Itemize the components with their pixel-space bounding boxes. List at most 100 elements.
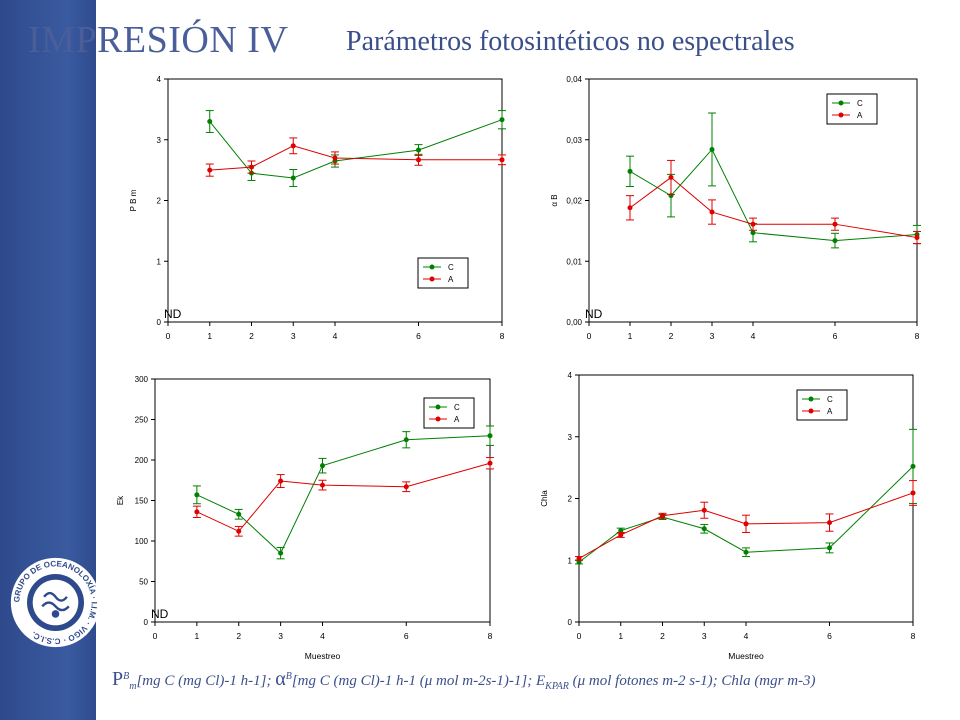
nd-annotation: ND [585, 307, 603, 321]
x-axis-label: Muestreo [728, 651, 764, 661]
data-point-C [487, 433, 493, 439]
data-point-C [910, 463, 916, 469]
legend-label: C [448, 263, 454, 272]
y-tick-label: 1 [157, 257, 162, 266]
x-tick-label: 8 [488, 631, 493, 641]
x-tick-label: 6 [416, 331, 421, 341]
data-point-A [236, 528, 242, 534]
legend-marker [808, 396, 814, 402]
y-tick-label: 4 [157, 75, 162, 84]
legend-label: A [454, 415, 460, 424]
data-point-A [290, 143, 296, 149]
x-tick-label: 8 [911, 631, 916, 641]
legend-marker [429, 276, 435, 282]
data-point-A [618, 532, 624, 538]
y-tick-label: 1 [568, 556, 573, 565]
data-point-C [750, 230, 756, 236]
y-tick-label: 4 [568, 371, 573, 380]
caption-chla: Chla (mgr m-3) [721, 673, 816, 689]
page-subtitle: Parámetros fotosintéticos no espectrales [346, 26, 795, 57]
data-point-C [701, 526, 707, 532]
legend-marker [838, 112, 844, 118]
data-point-C [278, 550, 284, 556]
x-tick-label: 2 [669, 331, 674, 341]
y-axis-label: Chla [540, 490, 549, 507]
plot-frame [578, 374, 914, 623]
y-tick-label: 0,03 [566, 136, 582, 145]
data-point-A [249, 164, 254, 170]
x-tick-label: 1 [628, 331, 633, 341]
legend-label: C [827, 395, 833, 404]
data-point-C [236, 511, 242, 517]
data-point-A [701, 507, 707, 513]
data-point-A [194, 509, 200, 515]
y-tick-label: 150 [135, 497, 149, 506]
units-caption: PBm[mg C (mg Cl)-1 h-1]; αB[mg C (mg Cl)… [112, 668, 957, 692]
legend-label: C [454, 403, 460, 412]
legend-label: C [857, 99, 863, 108]
page-title: IMPRESIÓN IV [28, 19, 289, 61]
x-tick-label: 8 [500, 331, 505, 341]
chart-pbm: 0 1 2 3 4 0 1 2 3 4 6 8 P B m ND CA [129, 75, 506, 341]
data-point-A [743, 521, 749, 527]
x-tick-label: 0 [153, 631, 158, 641]
data-point-A [332, 155, 338, 161]
x-tick-label: 0 [577, 631, 582, 641]
legend-box [417, 257, 469, 289]
series-line-C [629, 148, 918, 242]
x-tick-label: 4 [333, 331, 338, 341]
legend-marker [429, 264, 435, 270]
y-tick-label: 100 [135, 537, 149, 546]
y-tick-label: 0,02 [566, 197, 582, 206]
chart-ek: 0 50 100 150 200 250 300 0 1 2 3 4 6 8 Ek Muestreo ND CA [116, 375, 494, 661]
data-point-A [499, 157, 505, 163]
data-point-A [416, 157, 421, 163]
caption-alpha-sup: B [285, 671, 292, 682]
caption-e: E [535, 673, 546, 689]
caption-e-sub: KPAR [545, 681, 569, 692]
data-point-A [668, 174, 674, 180]
y-tick-label: 300 [135, 375, 149, 384]
x-tick-label: 4 [751, 331, 756, 341]
series-line-A [209, 145, 502, 171]
data-point-A [320, 482, 325, 488]
legend-box [423, 397, 475, 429]
y-tick-label: 0 [568, 618, 573, 627]
data-point-C [627, 168, 633, 174]
data-point-C [403, 437, 409, 443]
y-tick-label: 3 [157, 136, 162, 145]
x-tick-label: 0 [587, 331, 592, 341]
data-point-A [910, 490, 916, 496]
series-line-C [209, 119, 503, 179]
x-tick-label: 6 [404, 631, 409, 641]
data-point-C [194, 492, 200, 498]
y-tick-label: 200 [135, 456, 149, 465]
x-tick-label: 6 [833, 331, 838, 341]
chart-alpha: 0,00 0,01 0,02 0,03 0,04 0 1 2 3 4 6 8 α B ND CA [550, 75, 921, 341]
data-point-C [320, 463, 325, 469]
x-tick-label: 3 [278, 631, 283, 641]
oceanology-logo: GRUPO DE OCEANOLOXÍA · I.I.M. · VIGO · C… [10, 557, 101, 648]
legend-box [796, 389, 848, 421]
legend-marker [435, 416, 441, 422]
data-point-C [827, 545, 832, 551]
legend-marker [808, 408, 814, 414]
x-tick-label: 2 [249, 331, 254, 341]
series-line-C [196, 435, 491, 554]
series-line-A [196, 462, 491, 532]
y-tick-label: 2 [157, 197, 162, 206]
nd-annotation: ND [164, 307, 182, 321]
caption-p-units: [mg C (mg Cl)-1 h-1]; [136, 673, 272, 689]
y-tick-label: 2 [568, 495, 573, 504]
x-tick-label: 4 [320, 631, 325, 641]
data-point-C [832, 238, 838, 244]
x-tick-label: 3 [291, 331, 296, 341]
caption-e-units: (μ mol fotones m-2 s-1); [572, 673, 718, 689]
y-tick-label: 3 [568, 433, 573, 442]
data-point-A [207, 167, 213, 173]
legend-label: A [827, 407, 833, 416]
y-axis-label: Ek [116, 495, 125, 505]
y-tick-label: 250 [135, 416, 149, 425]
legend-label: A [857, 111, 863, 120]
x-tick-label: 3 [702, 631, 707, 641]
